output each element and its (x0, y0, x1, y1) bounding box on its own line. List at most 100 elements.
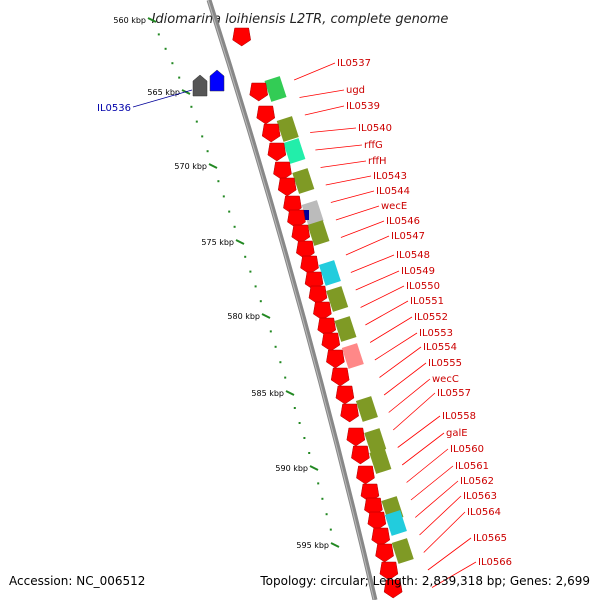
gene-arrow[interactable] (308, 285, 328, 305)
scale-dot (279, 361, 282, 364)
gene-label-IL0561[interactable]: IL0561 (455, 461, 489, 472)
scale-dot (303, 437, 306, 439)
gene-arrow[interactable] (346, 427, 366, 447)
gene-label-wecE[interactable]: wecE (381, 201, 407, 212)
scale-tick (309, 465, 319, 471)
gene-arrow[interactable] (232, 27, 251, 47)
gene-label-IL0543[interactable]: IL0543 (373, 171, 407, 182)
genome-title: Idiomarina loihiensis L2TR, complete gen… (152, 12, 449, 27)
label-leader-line (410, 465, 454, 501)
gene-label-IL0553[interactable]: IL0553 (419, 328, 453, 339)
gene-arrow[interactable] (249, 82, 269, 102)
gene-arrow[interactable] (335, 385, 355, 405)
gene-label-IL0549[interactable]: IL0549 (401, 266, 435, 277)
label-leader-line (304, 105, 345, 116)
gene-label-IL0562[interactable]: IL0562 (460, 476, 494, 487)
scale-dot (321, 497, 324, 500)
gene-arrow[interactable] (351, 445, 370, 465)
gene-arrow[interactable] (291, 224, 311, 244)
gene-arrow[interactable] (340, 403, 359, 423)
label-leader-line (330, 190, 375, 203)
scale-dot (249, 270, 252, 273)
gene-arrow[interactable] (326, 349, 345, 369)
label-leader-line (406, 448, 449, 483)
label-leader-line (431, 561, 477, 588)
gene-label-IL0539[interactable]: IL0539 (346, 101, 380, 112)
gene-arrow[interactable] (367, 511, 387, 531)
label-leader-line (299, 89, 345, 98)
feature-block (283, 138, 306, 164)
genome-summary-text: Topology: circular; Length: 2,839,318 bp… (260, 574, 590, 588)
gene-label-rffH[interactable]: rffH (368, 156, 387, 167)
label-leader-line (293, 62, 336, 81)
gene-label-IL0540[interactable]: IL0540 (358, 123, 392, 134)
gene-arrow[interactable] (321, 332, 341, 352)
gene-arrow[interactable] (256, 105, 276, 125)
feature-block (307, 220, 330, 246)
gene-label-IL0564[interactable]: IL0564 (467, 507, 501, 518)
label-leader-line (340, 220, 385, 238)
gene-label-IL0536[interactable]: IL0536 (97, 103, 131, 114)
gene-label-IL0546[interactable]: IL0546 (386, 216, 420, 227)
gene-label-IL0547[interactable]: IL0547 (391, 231, 425, 242)
scale-dot (284, 376, 287, 379)
gene-label-IL0560[interactable]: IL0560 (450, 444, 484, 455)
gene-arrow[interactable] (267, 142, 287, 162)
gene-label-IL0563[interactable]: IL0563 (463, 491, 497, 502)
label-leader-line (419, 495, 462, 536)
gene-label-IL0555[interactable]: IL0555 (428, 358, 462, 369)
gene-label-IL0557[interactable]: IL0557 (437, 388, 471, 399)
gene-label-IL0566[interactable]: IL0566 (478, 557, 512, 568)
label-leader-line (325, 175, 372, 186)
gene-arrow[interactable] (192, 74, 208, 97)
gene-arrow[interactable] (273, 161, 292, 181)
gene-label-IL0550[interactable]: IL0550 (406, 281, 440, 292)
feature-block (334, 316, 357, 342)
gene-arrow[interactable] (330, 367, 350, 387)
gene-label-ugd[interactable]: ugd (346, 85, 365, 96)
label-leader-line (315, 144, 363, 151)
feature-block (391, 538, 414, 564)
gene-label-IL0537[interactable]: IL0537 (337, 58, 371, 69)
gene-label-wecC[interactable]: wecC (432, 374, 459, 385)
gene-label-IL0558[interactable]: IL0558 (442, 411, 476, 422)
scale-dot (178, 76, 181, 79)
gene-arrow[interactable] (261, 123, 281, 143)
gene-arrow[interactable] (371, 527, 391, 547)
gene-arrow[interactable] (375, 543, 394, 563)
gene-label-IL0554[interactable]: IL0554 (423, 342, 457, 353)
feature-block (341, 343, 364, 369)
scale-dot (190, 105, 193, 108)
label-leader-line (132, 89, 193, 108)
accession-text: Accession: NC_006512 (9, 574, 146, 588)
gene-label-galE[interactable]: galE (446, 428, 468, 439)
gene-arrow[interactable] (379, 561, 399, 581)
scale-dot (274, 345, 277, 348)
gene-arrow[interactable] (383, 579, 403, 599)
gene-label-rffG[interactable]: rffG (364, 140, 383, 151)
scale-dot (222, 195, 225, 198)
label-leader-line (310, 127, 357, 133)
gene-label-IL0552[interactable]: IL0552 (414, 312, 448, 323)
scale-tick-label: 590 kbp (275, 464, 308, 473)
scale-dot (233, 225, 236, 228)
gene-label-IL0565[interactable]: IL0565 (473, 533, 507, 544)
gene-label-IL0544[interactable]: IL0544 (376, 186, 410, 197)
scale-dot (206, 150, 209, 153)
label-leader-line (388, 378, 431, 413)
scale-tick-label: 570 kbp (174, 162, 207, 171)
gene-arrow[interactable] (209, 69, 225, 92)
scale-tick (208, 163, 218, 169)
gene-arrow[interactable] (313, 301, 332, 321)
label-leader-line (350, 254, 395, 273)
gene-label-IL0551[interactable]: IL0551 (410, 296, 444, 307)
gene-arrow[interactable] (356, 465, 375, 485)
gene-label-IL0548[interactable]: IL0548 (396, 250, 430, 261)
scale-tick-label: 580 kbp (227, 312, 260, 321)
scale-dot (254, 285, 257, 288)
scale-dot (201, 135, 204, 138)
gene-arrow[interactable] (277, 177, 297, 197)
genome-backbone (206, 0, 378, 600)
gene-arrow[interactable] (300, 255, 319, 275)
